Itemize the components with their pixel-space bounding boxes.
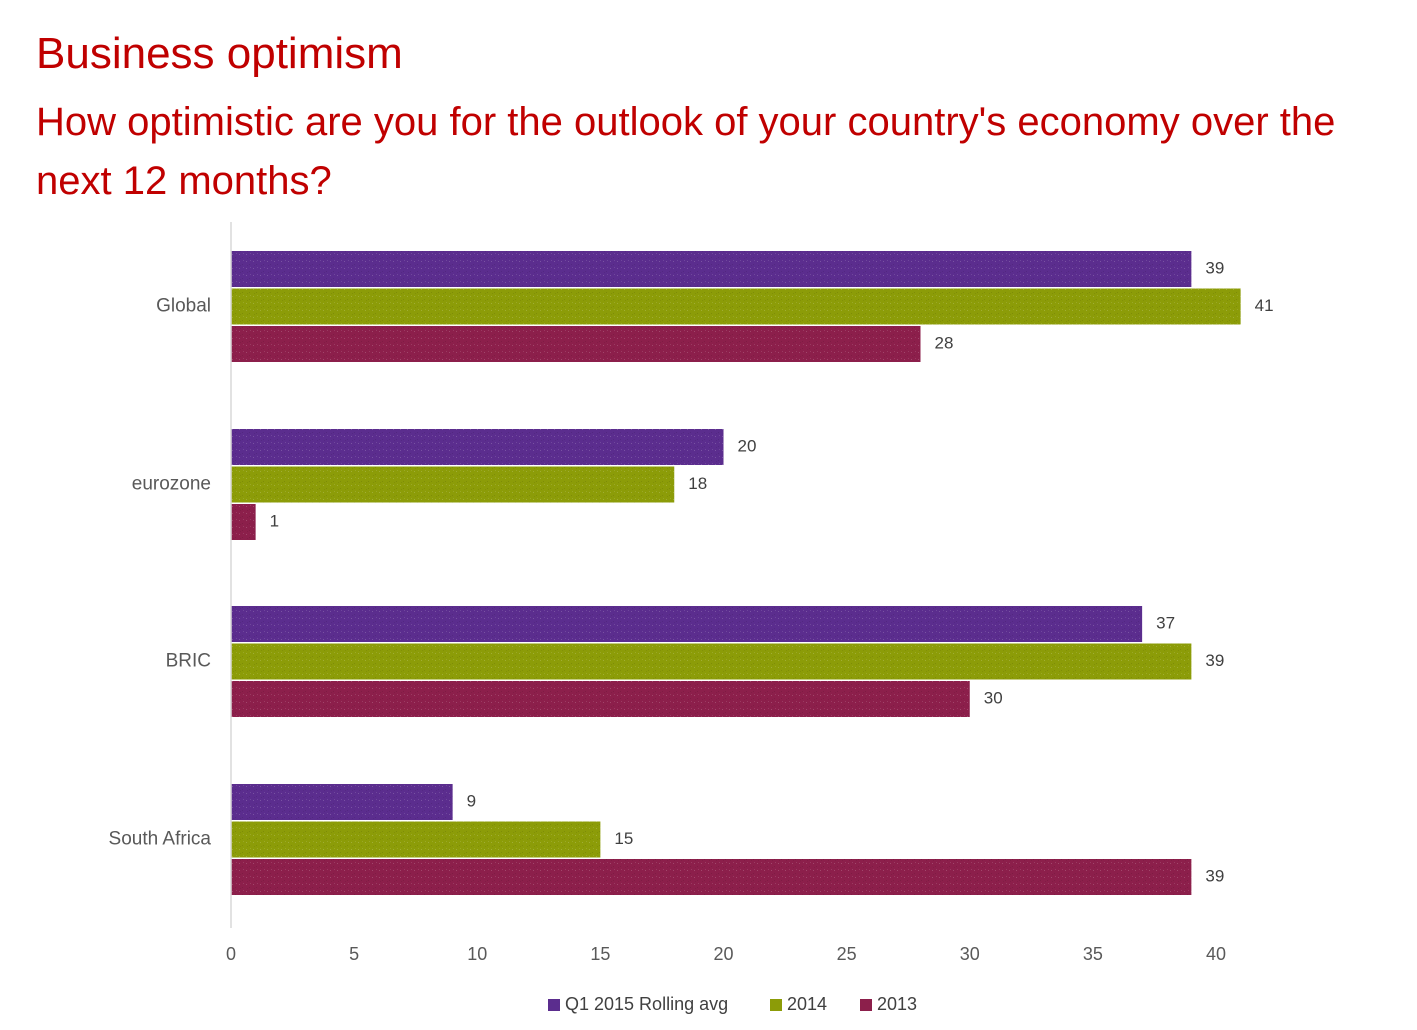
bar-texture-bric-q1-2015-rolling-avg bbox=[231, 606, 1143, 642]
bar-texture-global-2014 bbox=[231, 288, 1241, 325]
x-tick-label: 20 bbox=[713, 944, 733, 964]
bar-texture-bric-2014 bbox=[231, 643, 1192, 680]
page-title: Business optimism bbox=[36, 29, 403, 78]
bar-texture-eurozone-2014 bbox=[231, 466, 675, 503]
data-label-south-africa-2014: 15 bbox=[614, 829, 633, 848]
category-label-south-africa: South Africa bbox=[109, 829, 212, 850]
data-label-global-2013: 28 bbox=[935, 333, 954, 352]
x-tick-label: 25 bbox=[837, 944, 857, 964]
bar-texture-bric-2013 bbox=[231, 681, 970, 717]
bar-texture-eurozone-2013 bbox=[231, 504, 256, 540]
x-tick-label: 30 bbox=[960, 944, 980, 964]
data-label-global-2014: 41 bbox=[1255, 296, 1274, 315]
legend-label-q1-2015-rolling-avg: Q1 2015 Rolling avg bbox=[565, 994, 728, 1014]
data-label-bric-2013: 30 bbox=[984, 688, 1003, 707]
data-label-bric-q1-2015-rolling-avg: 37 bbox=[1156, 613, 1175, 632]
legend-label-2013: 2013 bbox=[877, 994, 917, 1014]
bar-texture-south-africa-2013 bbox=[231, 859, 1192, 895]
data-label-global-q1-2015-rolling-avg: 39 bbox=[1205, 258, 1224, 277]
x-tick-label: 40 bbox=[1206, 944, 1226, 964]
legend-swatch-2014 bbox=[770, 999, 782, 1011]
data-label-eurozone-q1-2015-rolling-avg: 20 bbox=[738, 436, 757, 455]
legend-swatch-q1-2015-rolling-avg bbox=[548, 999, 560, 1011]
bar-texture-south-africa-q1-2015-rolling-avg bbox=[231, 784, 453, 820]
data-label-south-africa-q1-2015-rolling-avg: 9 bbox=[467, 791, 476, 810]
x-tick-label: 10 bbox=[467, 944, 487, 964]
category-label-bric: BRIC bbox=[166, 651, 211, 672]
x-tick-label: 5 bbox=[349, 944, 359, 964]
x-tick-label: 0 bbox=[226, 944, 236, 964]
data-label-eurozone-2013: 1 bbox=[270, 511, 279, 530]
bars-layer bbox=[231, 251, 1241, 895]
legend-label-2014: 2014 bbox=[787, 994, 827, 1014]
x-tick-label: 15 bbox=[590, 944, 610, 964]
category-label-global: Global bbox=[156, 296, 211, 317]
bar-texture-global-q1-2015-rolling-avg bbox=[231, 251, 1192, 287]
page-subtitle: How optimistic are you for the outlook o… bbox=[36, 100, 1336, 203]
data-label-eurozone-2014: 18 bbox=[688, 474, 707, 493]
legend: Q1 2015 Rolling avg 2014 2013 bbox=[548, 994, 917, 1014]
bar-texture-global-2013 bbox=[231, 326, 921, 362]
x-tick-label: 35 bbox=[1083, 944, 1103, 964]
legend-swatch-2013 bbox=[860, 999, 872, 1011]
data-label-south-africa-2013: 39 bbox=[1205, 866, 1224, 885]
bar-texture-south-africa-2014 bbox=[231, 821, 601, 858]
data-label-bric-2014: 39 bbox=[1205, 651, 1224, 670]
category-label-eurozone: eurozone bbox=[132, 474, 211, 495]
x-axis-ticks: 0 5 10 15 20 25 30 35 40 bbox=[226, 944, 1226, 964]
bar-texture-eurozone-q1-2015-rolling-avg bbox=[231, 429, 724, 465]
labels-layer: Global 39 41 28 eurozone 20 18 1 BRIC 37 39 30 South… bbox=[109, 258, 1274, 885]
